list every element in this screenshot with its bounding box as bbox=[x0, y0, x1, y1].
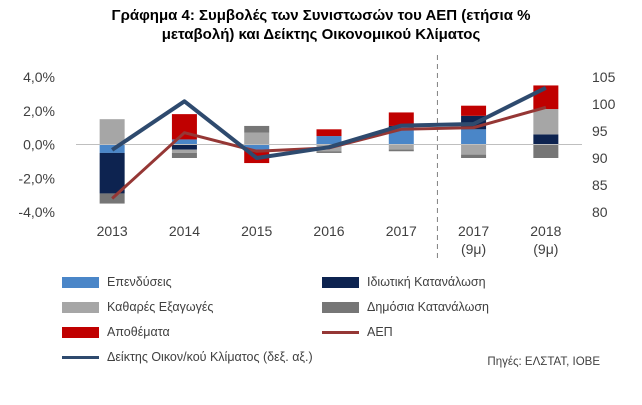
x-tick-label: 2013 bbox=[97, 223, 128, 239]
y-left-tick-label: -4,0% bbox=[18, 204, 55, 220]
y-right-tick-label: 90 bbox=[592, 150, 608, 166]
y-right-tick-label: 105 bbox=[592, 69, 616, 85]
bar-segment-3 bbox=[533, 109, 559, 135]
bar-segment-3 bbox=[171, 149, 197, 153]
bar-segment-3 bbox=[99, 119, 125, 145]
y-right-tick-label: 95 bbox=[592, 123, 608, 139]
y-right-tick-label: 85 bbox=[592, 177, 608, 193]
y-right-tick-label: 100 bbox=[592, 96, 616, 112]
y-left-tick-label: 4,0% bbox=[23, 69, 55, 85]
x-tick-label: 2018 bbox=[530, 223, 561, 239]
bar-segment-3 bbox=[244, 132, 270, 145]
bar-segment-2 bbox=[99, 152, 125, 194]
x-tick-label: 2017 bbox=[458, 223, 489, 239]
y-left-tick-label: 2,0% bbox=[23, 103, 55, 119]
bar-segment-4 bbox=[461, 154, 487, 158]
bar-segment-1 bbox=[171, 139, 197, 145]
bar-segment-2 bbox=[171, 144, 197, 150]
x-tick-label: 2017 bbox=[386, 223, 417, 239]
x-tick-label-sub: (9μ) bbox=[533, 241, 558, 257]
bar-segment-4 bbox=[388, 149, 414, 152]
x-tick-label: 2016 bbox=[313, 223, 344, 239]
y-right-tick-label: 80 bbox=[592, 204, 608, 220]
bar-segment-1 bbox=[244, 144, 270, 150]
source-note: Πηγές: ΕΛΣΤΑΤ, ΙΟΒΕ bbox=[487, 356, 600, 368]
bar-segment-5 bbox=[316, 129, 342, 137]
y-left-tick-label: -2,0% bbox=[18, 170, 55, 186]
bar-segment-3 bbox=[461, 144, 487, 155]
bar-segment-4 bbox=[316, 151, 342, 153]
x-tick-label-sub: (9μ) bbox=[461, 241, 486, 257]
bar-segment-4 bbox=[171, 152, 197, 158]
bar-segment-3 bbox=[388, 144, 414, 150]
bar-segment-1 bbox=[461, 129, 487, 145]
bar-segment-4 bbox=[244, 125, 270, 133]
y-left-tick-label: 0,0% bbox=[23, 137, 55, 153]
chart-title: Γράφημα 4: Συμβολές των Συνιστωσών του Α… bbox=[0, 6, 642, 44]
x-tick-label: 2014 bbox=[169, 223, 200, 239]
bar-segment-5 bbox=[461, 105, 487, 116]
chart-title-line2: μεταβολή) και Δείκτης Οικονομικού Κλίματ… bbox=[161, 26, 481, 43]
bar-segment-2 bbox=[533, 134, 559, 145]
bar-segment-1 bbox=[316, 136, 342, 145]
bar-segment-4 bbox=[533, 144, 559, 158]
x-tick-label: 2015 bbox=[241, 223, 272, 239]
chart-title-line1: Γράφημα 4: Συμβολές των Συνιστωσών του Α… bbox=[111, 7, 531, 24]
bar-segment-5 bbox=[388, 112, 414, 126]
climate-index-line bbox=[111, 86, 547, 160]
